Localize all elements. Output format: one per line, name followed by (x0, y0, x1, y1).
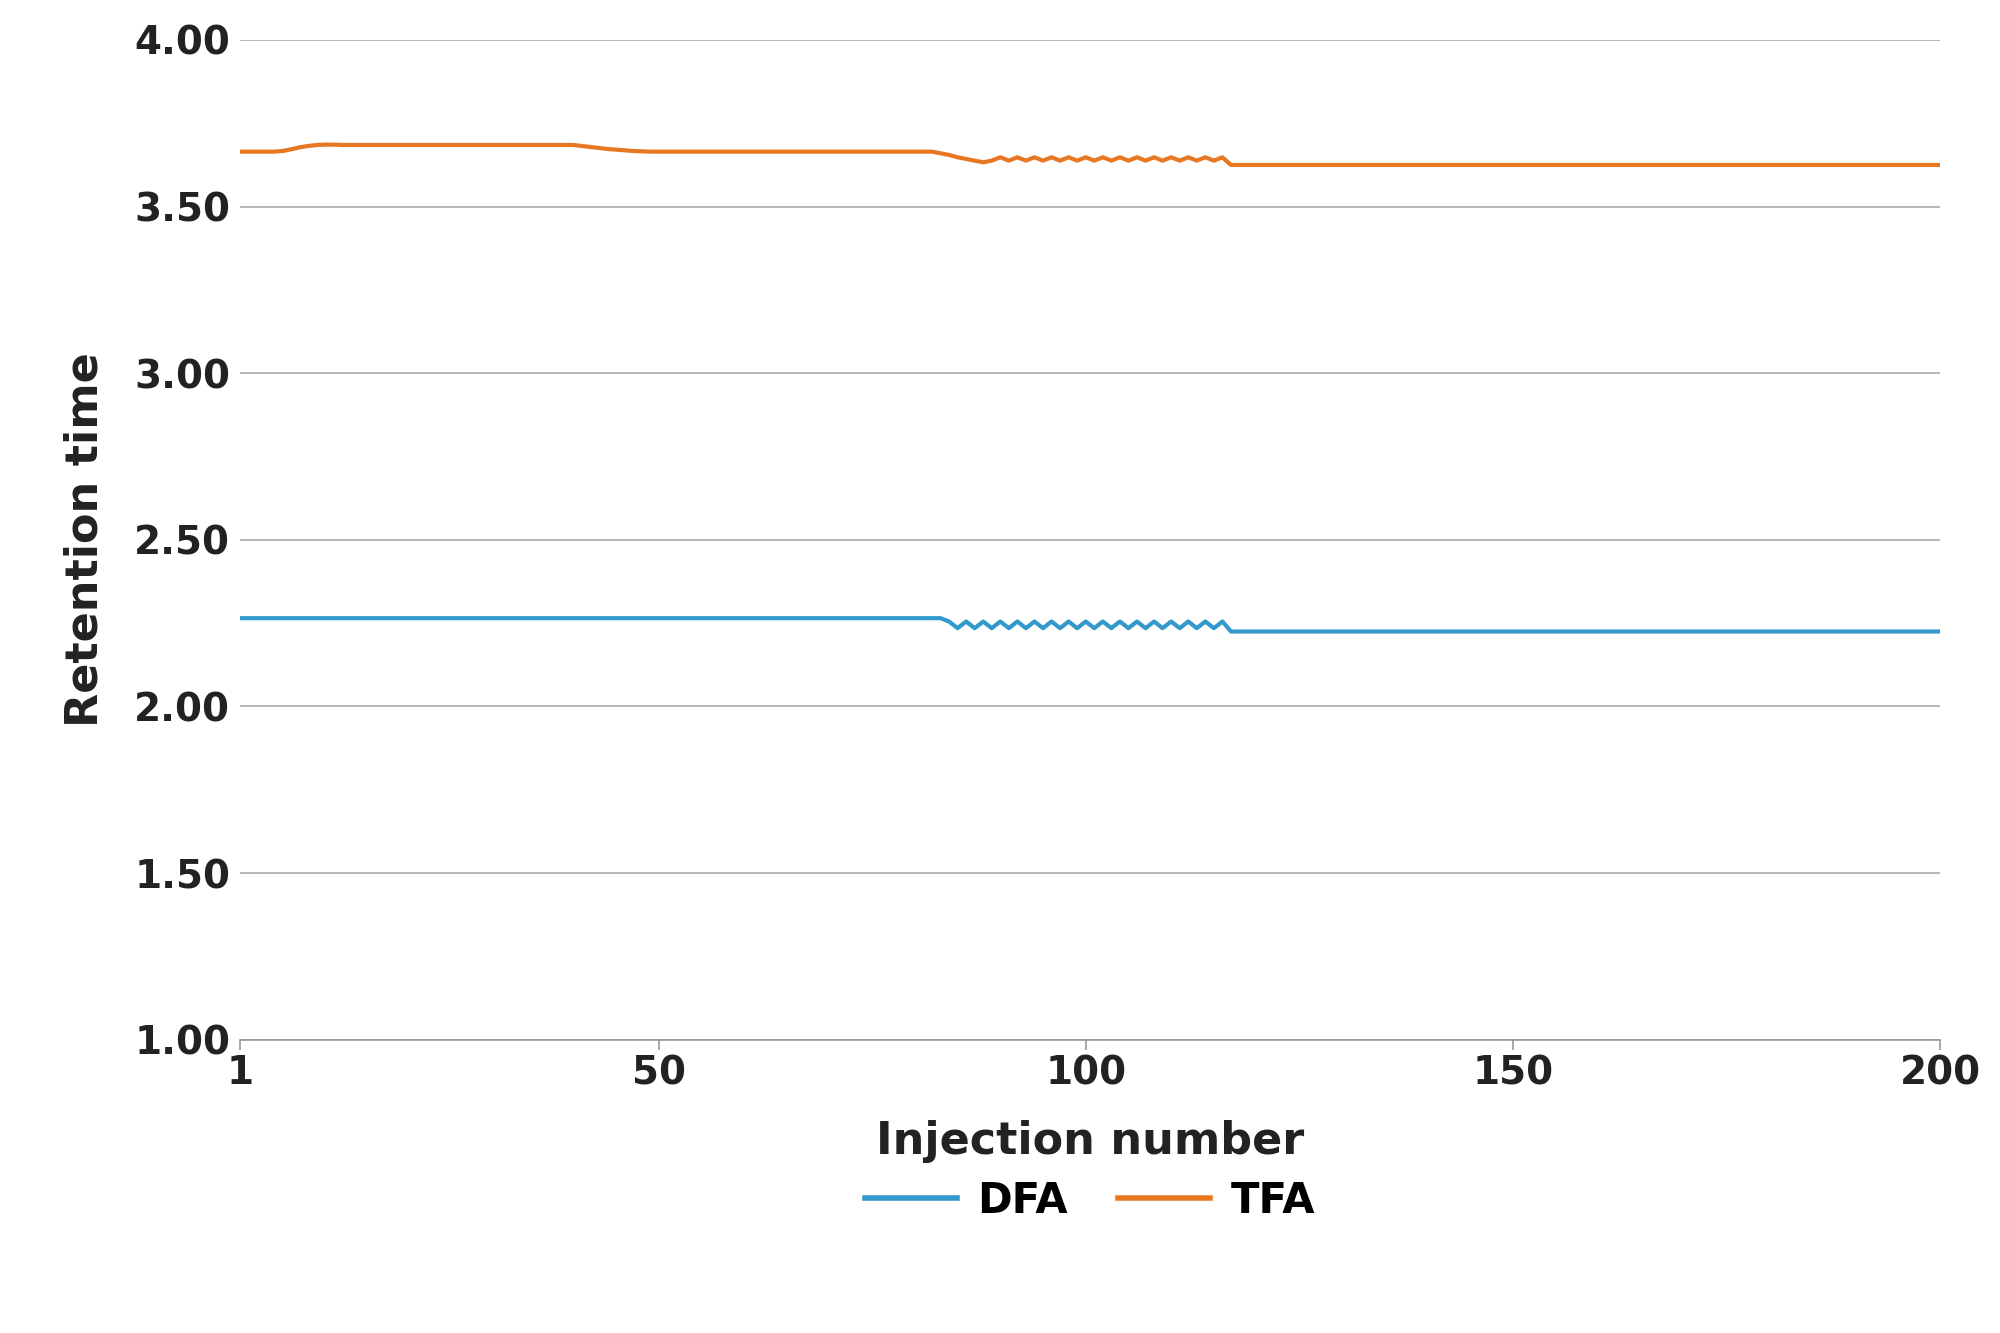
TFA (552, 137, 576, 153)
DFA (330, 611, 354, 627)
TFA (314, 136, 338, 152)
Line: TFA: TFA (240, 144, 1940, 165)
TFA (1800, 157, 1824, 173)
DFA (680, 611, 704, 627)
TFA (340, 137, 364, 153)
DFA (228, 611, 252, 627)
TFA (690, 144, 714, 160)
TFA (1218, 157, 1242, 173)
X-axis label: Injection number: Injection number (876, 1120, 1304, 1164)
TFA (296, 139, 320, 155)
Legend: DFA, TFA: DFA, TFA (848, 1164, 1332, 1238)
DFA (1218, 624, 1242, 640)
DFA (1928, 624, 1952, 640)
DFA (1852, 624, 1876, 640)
TFA (228, 144, 252, 160)
Y-axis label: Retention time: Retention time (64, 352, 106, 728)
TFA (1928, 157, 1952, 173)
Line: DFA: DFA (240, 619, 1940, 632)
DFA (544, 611, 568, 627)
TFA (1860, 157, 1884, 173)
DFA (296, 611, 320, 627)
DFA (1792, 624, 1816, 640)
